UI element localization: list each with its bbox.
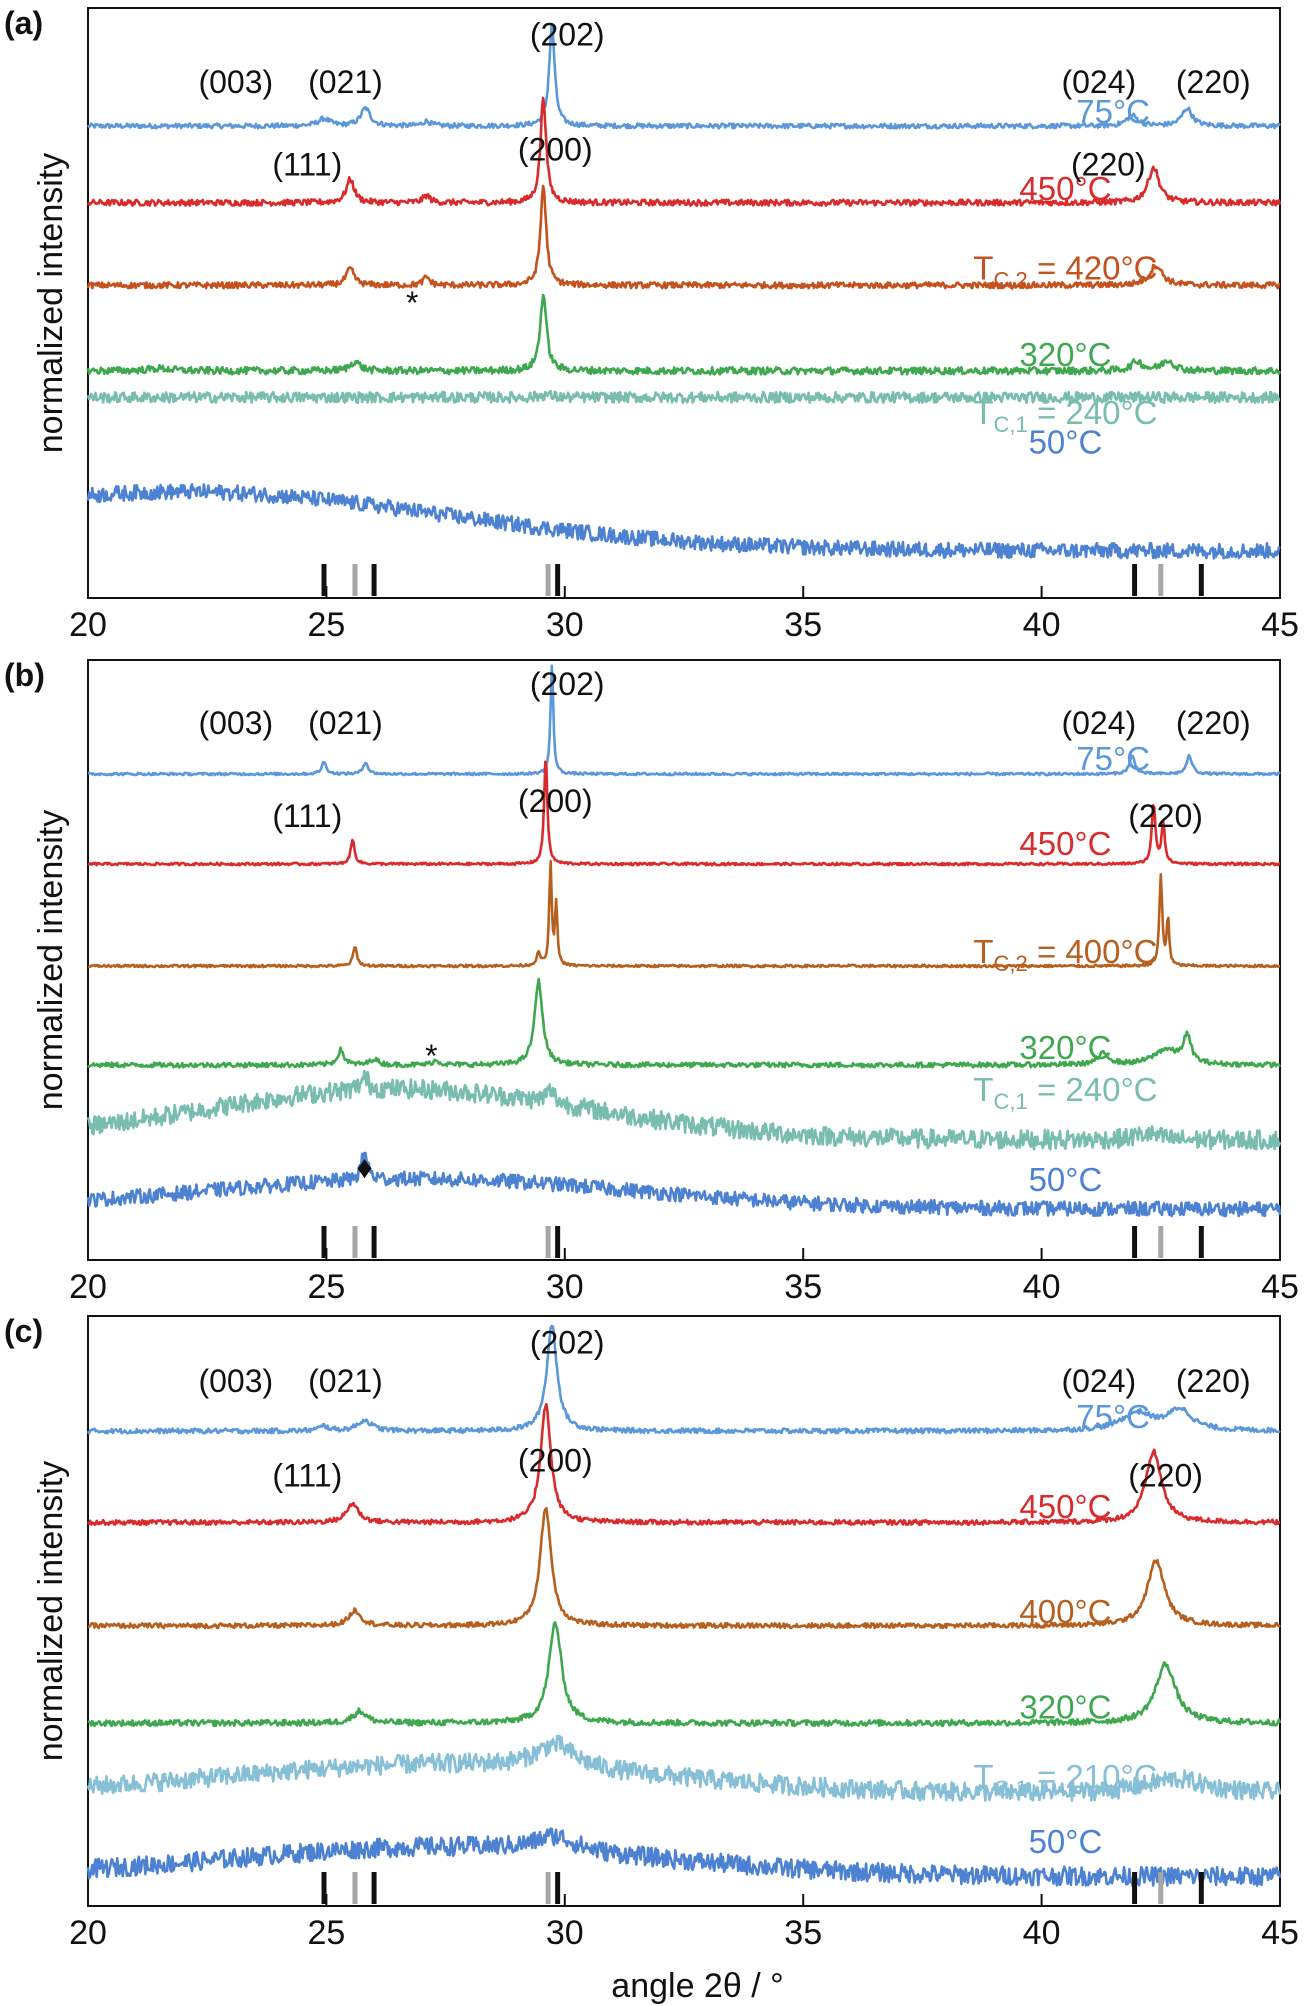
panel-label: (b): [4, 657, 45, 693]
peak-annotation: (024): [1061, 64, 1136, 100]
peak-annotation: (111): [272, 1457, 342, 1493]
series-label: TC,1 = 240°C: [973, 1071, 1157, 1114]
peak-annotation: (111): [272, 146, 342, 182]
series-line: [86, 1402, 1281, 1527]
panel-label: (c): [4, 1313, 43, 1349]
peak-annotation: (003): [198, 705, 273, 741]
series-label: 75°C: [1076, 740, 1150, 777]
peak-annotation: (003): [198, 64, 273, 100]
x-tick-label: 30: [546, 1268, 584, 1306]
panel-label: (a): [4, 5, 43, 41]
peak-annotation: (024): [1061, 705, 1136, 741]
x-tick-label: 45: [1261, 1268, 1299, 1306]
series-line: [86, 977, 1282, 1069]
x-tick-label: 35: [784, 606, 822, 644]
series-line: [86, 1151, 1282, 1218]
series-label: 50°C: [1029, 1161, 1103, 1198]
series-line: [87, 760, 1281, 867]
series-label: 75°C: [1076, 1398, 1150, 1435]
x-tick-label: 45: [1261, 606, 1299, 644]
series-line: [86, 1069, 1282, 1151]
peak-annotation: *: [425, 1038, 437, 1074]
x-tick-label: 30: [546, 606, 584, 644]
x-tick-label: 30: [546, 1914, 584, 1952]
x-tick-label: 25: [307, 606, 345, 644]
peak-annotation: (220): [1128, 1457, 1203, 1493]
series-line: [86, 23, 1282, 130]
x-tick-label: 40: [1023, 1914, 1061, 1952]
plot-frame: [87, 659, 1281, 1261]
series-line: [86, 96, 1282, 207]
plot-frame: [87, 1315, 1281, 1907]
peak-annotation: (200): [518, 783, 593, 819]
panel-c: (c) normalized intensity 20 25 30 35 40 45 75°C 4…: [4, 1313, 1299, 1952]
peak-annotation: (220): [1128, 798, 1203, 834]
y-axis-label: normalized intensity: [32, 810, 70, 1110]
peak-annotation: (021): [308, 705, 383, 741]
panel-a: (a) normalized intensity 20 25 30 35 40 45 75°C 4…: [4, 5, 1299, 644]
series-label: 50°C: [1029, 423, 1103, 460]
x-tick-label: 45: [1261, 1914, 1299, 1952]
series-label: 320°C: [1019, 1029, 1111, 1066]
peak-annotation: (003): [198, 1363, 273, 1399]
series-line: [87, 1507, 1281, 1630]
series-line: [87, 859, 1281, 969]
x-tick-label: 35: [784, 1268, 822, 1306]
peak-annotation: (200): [518, 1443, 593, 1479]
series-line: [87, 1621, 1282, 1728]
peak-annotation: (220): [1176, 705, 1251, 741]
series-label: 320°C: [1019, 336, 1111, 373]
series-label: TC,1 = 210°C: [973, 1758, 1157, 1801]
peak-annotation: (200): [518, 132, 593, 168]
series-label: 400°C: [1019, 1593, 1111, 1630]
peak-annotation: (021): [308, 64, 383, 100]
peak-annotation: (220): [1176, 64, 1251, 100]
x-axis-label: angle 2θ / °: [611, 1967, 783, 2005]
peak-annotation: (202): [530, 666, 605, 702]
peak-annotation: *: [406, 285, 418, 321]
peak-annotation: (024): [1061, 1363, 1136, 1399]
series-line: [86, 389, 1281, 404]
series-label: 450°C: [1019, 170, 1111, 207]
series-line: [86, 1827, 1282, 1887]
y-axis-label: normalized intensity: [32, 153, 70, 453]
panel-b: (b) normalized intensity 20 25 30 35 40 45 75°C 4…: [4, 657, 1299, 1306]
peak-annotation: (220): [1176, 1363, 1251, 1399]
x-tick-label: 20: [69, 1268, 107, 1306]
series-line: [86, 1324, 1281, 1435]
series-label: TC,1 = 240°C: [973, 394, 1157, 437]
peak-annotation: ♦: [356, 1149, 372, 1185]
series-label: 75°C: [1076, 93, 1150, 130]
series-label: 450°C: [1019, 1488, 1111, 1525]
series-label: 50°C: [1029, 1823, 1103, 1860]
series-label: TC,2 = 420°C: [973, 249, 1157, 292]
series-line: [86, 293, 1282, 376]
series-label: 320°C: [1019, 1688, 1111, 1725]
series-line: [86, 184, 1281, 290]
x-tick-label: 25: [307, 1914, 345, 1952]
y-axis-label: normalized intensity: [32, 1461, 70, 1761]
series-label: TC,2 = 400°C: [973, 933, 1157, 976]
series-line: [87, 664, 1281, 777]
series-line: [86, 483, 1281, 560]
peak-annotation: (202): [530, 1325, 605, 1361]
peak-annotation: (111): [272, 798, 342, 834]
series-line: [86, 1734, 1282, 1802]
peak-annotation: (220): [1071, 146, 1146, 182]
x-tick-label: 20: [69, 1914, 107, 1952]
x-tick-label: 40: [1023, 1268, 1061, 1306]
x-tick-label: 35: [784, 1914, 822, 1952]
x-tick-label: 25: [307, 1268, 345, 1306]
plot-frame: [87, 7, 1281, 599]
peak-annotation: (202): [530, 17, 605, 53]
x-tick-label: 20: [69, 606, 107, 644]
peak-annotation: (021): [308, 1363, 383, 1399]
x-tick-label: 40: [1023, 606, 1061, 644]
series-label: 450°C: [1019, 825, 1111, 862]
